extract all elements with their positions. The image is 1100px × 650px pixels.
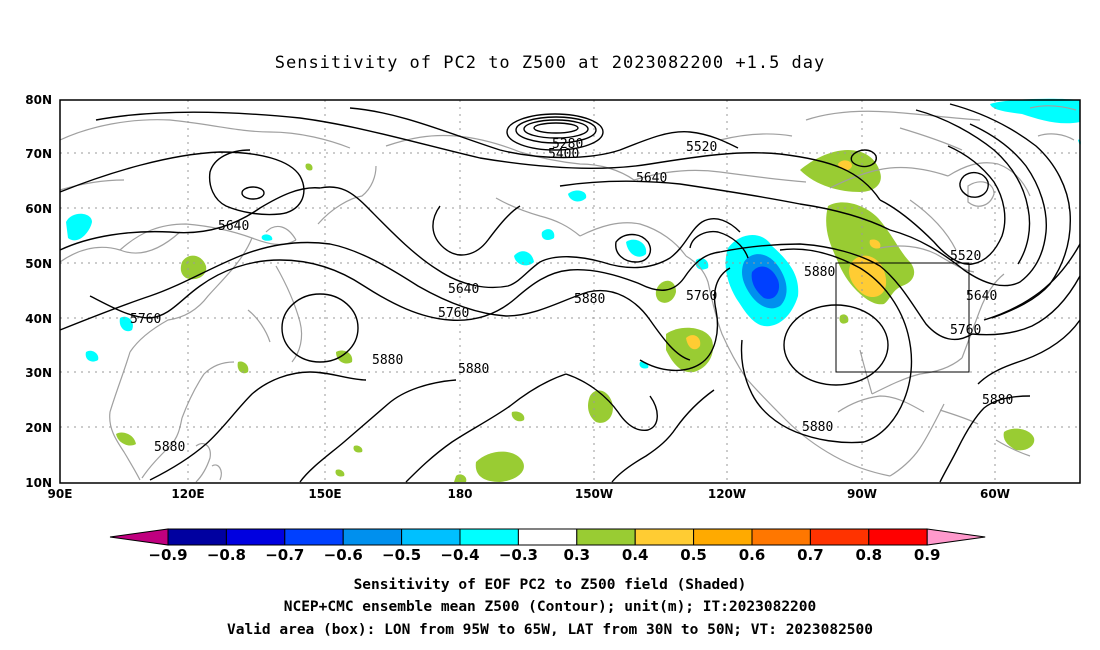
colorbar-label: 0.6 [739,546,766,564]
contour-label: 5880 [574,292,605,307]
contour-label: 5640 [448,282,479,297]
contour-label: 5760 [950,323,981,338]
lat-label: 80N [25,93,52,107]
colorbar-swatch [809,528,870,546]
contour-label: 5280 [552,137,583,152]
contour-label: 5880 [372,353,403,368]
lat-label: 10N [25,476,52,490]
valid-area-box [835,262,970,373]
map-title: Sensitivity of PC2 to Z500 at 2023082200… [275,53,826,73]
colorbar-swatch [868,528,928,546]
colorbar-swatch [167,528,227,546]
colorbar-label: 0.4 [622,546,649,564]
contour-labels: 5280 5400 5520 5640 5640 5640 5760 5760 … [130,137,1013,455]
colorbar-label: −0.9 [148,546,187,564]
contour-label: 5520 [950,249,981,264]
longitude-labels: 90E 120E 150E 180 150W 120W 90W 60W [48,487,1010,501]
contour-label: 5760 [130,312,161,327]
colorbar-swatch [517,528,578,546]
colorbar-label: −0.6 [324,546,363,564]
colorbar-label: −0.4 [440,546,479,564]
gridlines [60,100,1080,483]
contour-label: 5880 [154,440,185,455]
footer-line-2: NCEP+CMC ensemble mean Z500 (Contour); u… [284,599,817,615]
contour-label: 5520 [686,140,717,155]
lon-label: 180 [447,487,472,501]
lon-label: 120E [171,487,204,501]
colorbar-swatch [401,528,461,546]
colorbar-label: −0.5 [382,546,421,564]
colorbar-label: 0.8 [856,546,883,564]
lon-label: 60W [980,487,1010,501]
colorbar-swatch [751,528,811,546]
colorbar-label: −0.8 [207,546,246,564]
contour-label: 5760 [686,289,717,304]
footer-line-3: Valid area (box): LON from 95W to 65W, L… [227,622,873,638]
contour-label: 5640 [966,289,997,304]
colorbar-label: 0.9 [914,546,941,564]
footer: Sensitivity of EOF PC2 to Z500 field (Sh… [227,577,873,638]
lat-label: 20N [25,421,52,435]
map-frame: 5280 5400 5520 5640 5640 5640 5760 5760 … [59,98,1081,484]
colorbar: −0.9 −0.8 −0.7 −0.6 −0.5 −0.4 −0.3 0.3 0.4 0.5 0.6… [109,528,986,564]
sensitivity-shading [66,98,1081,482]
colorbar-swatch [634,528,695,546]
contour-label: 5880 [982,393,1013,408]
contour-label: 5760 [438,306,469,321]
colorbar-label: 0.5 [680,546,707,564]
lat-label: 50N [25,257,52,271]
colorbar-swatch [342,528,403,546]
lon-label: 90E [48,487,73,501]
colorbar-arrow-high [926,528,986,546]
lon-label: 120W [708,487,746,501]
colorbar-swatch [576,528,636,546]
contour-label: 5640 [218,219,249,234]
lon-label: 150W [575,487,613,501]
contour-label: 5640 [636,171,667,186]
colorbar-swatch [693,528,753,546]
contour-label: 5400 [548,147,579,162]
contour-label: 5880 [802,420,833,435]
latitude-labels: 10N 20N 30N 40N 50N 60N 70N 80N [25,93,52,490]
lon-label: 90W [847,487,877,501]
lat-label: 70N [25,147,52,161]
colorbar-label: 0.7 [797,546,824,564]
colorbar-swatch [225,528,286,546]
colorbar-label: −0.7 [265,546,304,564]
lat-label: 40N [25,312,52,326]
colorbar-label: −0.3 [499,546,538,564]
contour-label: 5880 [458,362,489,377]
z500-contours [59,103,1081,483]
colorbar-swatch [459,528,519,546]
footer-line-1: Sensitivity of EOF PC2 to Z500 field (Sh… [354,577,747,593]
colorbar-arrow-low [109,528,169,546]
contour-label: 5880 [804,265,835,280]
colorbar-swatch [284,528,344,546]
lat-label: 60N [25,202,52,216]
colorbar-label: 0.3 [564,546,591,564]
lon-label: 150E [308,487,341,501]
lat-label: 30N [25,366,52,380]
